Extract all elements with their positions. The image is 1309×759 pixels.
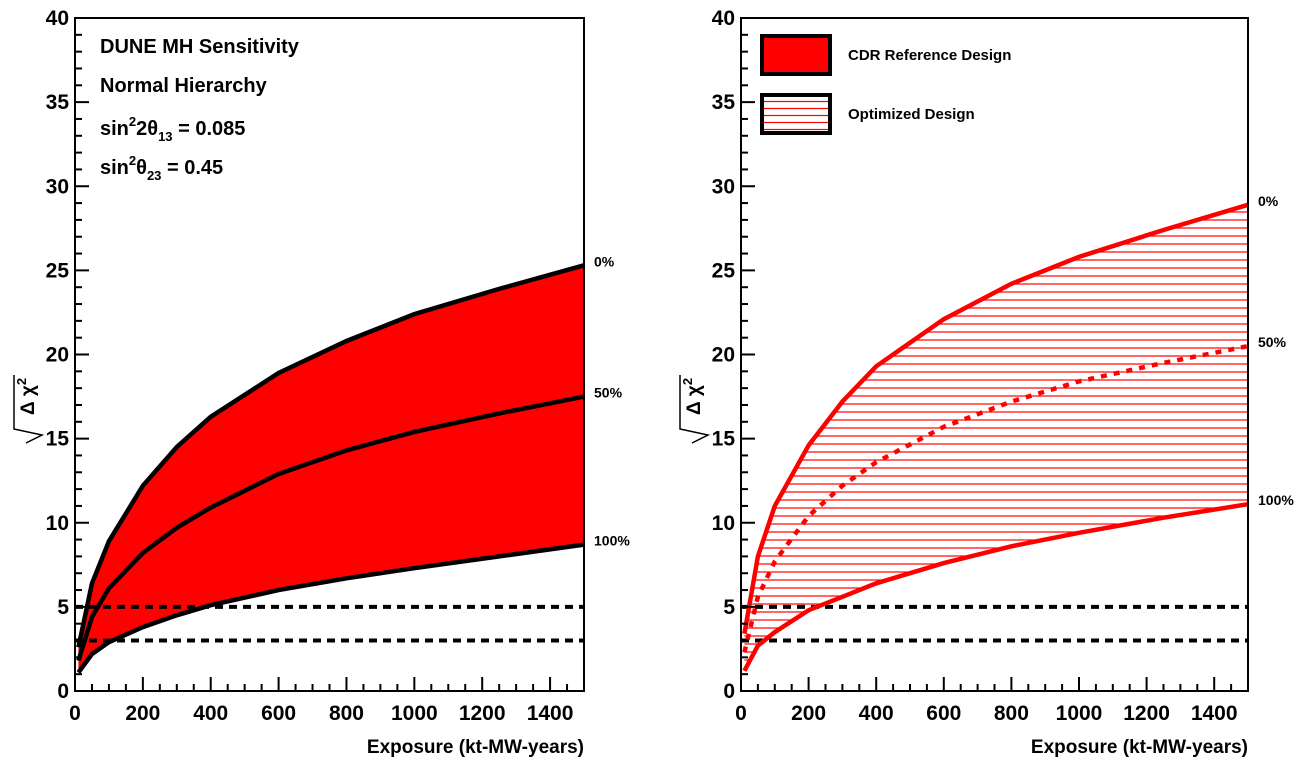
left-y-tick-label: 10 [46, 512, 69, 535]
right-y-tick-label: 5 [723, 596, 735, 619]
left-curve-label-50pct: 50% [594, 385, 623, 401]
right-plot-layer: 0% 50% 100% [741, 193, 1294, 671]
right-curve-label-0pct: 0% [1258, 193, 1279, 209]
left-y-tick-label: 30 [46, 175, 69, 198]
right-y-axis-title: Δ χ2 [680, 375, 708, 443]
right-x-tick-label: 1400 [1191, 702, 1238, 725]
right-x-tick-label: 0 [735, 702, 747, 725]
left-x-tick-label: 400 [193, 702, 228, 725]
left-y-tick-label: 25 [46, 259, 70, 282]
left-annotation-theta23: sin2θ23 = 0.45 [100, 153, 223, 183]
right-x-tick-label: 200 [791, 702, 826, 725]
right-x-axis-title: Exposure (kt-MW-years) [1031, 737, 1248, 758]
legend: CDR Reference Design Optimized Design [762, 36, 1011, 133]
left-annotation-theta13: sin22θ13 = 0.085 [100, 114, 245, 144]
right-y-tick-label: 30 [712, 175, 735, 198]
right-y-tick-label: 10 [712, 512, 735, 535]
right-sensitivity-band [744, 205, 1248, 671]
left-y-tick-label: 40 [46, 7, 69, 30]
right-x-tick-label: 800 [994, 702, 1029, 725]
right-y-tick-label: 25 [712, 259, 736, 282]
left-curve-label-100pct: 100% [594, 533, 630, 549]
left-x-axis-title: Exposure (kt-MW-years) [367, 737, 584, 758]
legend-label-cdr: CDR Reference Design [848, 47, 1011, 64]
left-x-tick-label: 0 [69, 702, 81, 725]
right-y-axis-title-text: Δ χ2 [680, 378, 705, 415]
right-x-tick-label: 1200 [1123, 702, 1170, 725]
left-annotation-title: DUNE MH Sensitivity [100, 36, 300, 58]
left-y-axis-title: Δ χ2 [14, 375, 42, 443]
right-y-tick-label: 0 [723, 680, 735, 703]
right-y-tick-label: 40 [712, 7, 735, 30]
right-x-tick-label: 600 [926, 702, 961, 725]
left-y-tick-label: 0 [57, 680, 69, 703]
left-y-tick-label: 5 [57, 596, 69, 619]
left-x-tick-label: 800 [329, 702, 364, 725]
left-x-tick-label: 200 [125, 702, 160, 725]
right-y-tick-label: 15 [712, 428, 736, 451]
right-x-tick-label: 1000 [1056, 702, 1103, 725]
left-curve-label-0pct: 0% [594, 253, 615, 269]
left-y-axis-title-text: Δ χ2 [14, 378, 39, 415]
left-x-tick-label: 600 [261, 702, 296, 725]
right-y-tick-label: 35 [712, 91, 736, 114]
left-plot-layer: 0% 50% 100% [75, 253, 630, 672]
left-x-tick-label: 1400 [527, 702, 574, 725]
right-curve-label-100pct: 100% [1258, 492, 1294, 508]
left-x-tick-label: 1200 [459, 702, 506, 725]
left-sensitivity-band [78, 265, 584, 672]
legend-swatch-optimized [762, 95, 830, 133]
right-curve-label-50pct: 50% [1258, 334, 1287, 350]
left-annotation-hierarchy: Normal Hierarchy [100, 75, 268, 97]
right-y-tick-label: 20 [712, 344, 735, 367]
legend-swatch-cdr [762, 36, 830, 74]
right-x-tick-label: 400 [859, 702, 894, 725]
left-y-tick-label: 35 [46, 91, 70, 114]
left-y-tick-label: 20 [46, 344, 69, 367]
left-y-tick-label: 15 [46, 428, 70, 451]
left-x-tick-label: 1000 [391, 702, 438, 725]
legend-label-optimized: Optimized Design [848, 106, 975, 123]
